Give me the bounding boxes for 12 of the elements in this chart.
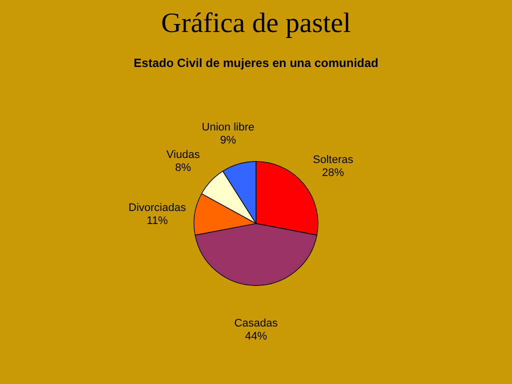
data-label: 44% (244, 330, 268, 342)
data-label: 11% (146, 214, 168, 227)
slice-label: Viudas (166, 149, 200, 162)
slice-label: Divorciadas (128, 202, 186, 214)
slice-label: Solteras (312, 154, 354, 166)
slice-label: Casadas (234, 318, 278, 330)
chart-subtitle: Estado Civil de mujeres en una comunidad (134, 56, 378, 70)
chart-title: Gráfica de pastel (161, 8, 352, 39)
slice-label: Union libre (202, 121, 254, 134)
data-label: 28% (322, 166, 344, 179)
data-label: 9% (220, 134, 236, 146)
data-label: 8% (175, 162, 192, 174)
